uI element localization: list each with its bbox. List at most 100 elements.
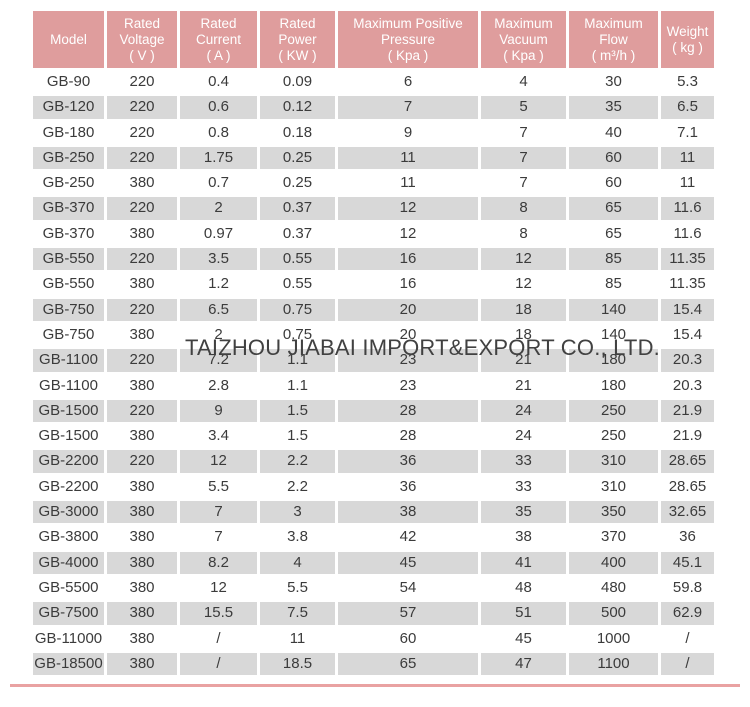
- model-cell: GB-180: [33, 121, 104, 144]
- value-cell: 11: [260, 627, 335, 650]
- model-cell: GB-750: [33, 323, 104, 347]
- value-cell: 33: [481, 475, 566, 499]
- value-cell: 15.4: [661, 298, 714, 321]
- table-row: GB-3800 380 7 3.8 42 38 370 36: [33, 526, 714, 549]
- value-cell: 12: [180, 576, 257, 600]
- model-cell: GB-90: [33, 71, 104, 94]
- table-row: GB-1100 220 7.2 1.1 23 21 180 20.3: [33, 349, 714, 372]
- value-cell: 220: [107, 197, 177, 220]
- value-cell: 0.75: [260, 298, 335, 321]
- model-cell: GB-1100: [33, 374, 104, 397]
- value-cell: 380: [107, 627, 177, 650]
- value-cell: 380: [107, 501, 177, 524]
- value-cell: 18: [481, 323, 566, 347]
- value-cell: 0.18: [260, 121, 335, 144]
- value-cell: 7: [481, 146, 566, 170]
- value-cell: 5: [481, 96, 566, 119]
- value-cell: 380: [107, 602, 177, 625]
- model-cell: GB-2200: [33, 450, 104, 473]
- column-header-flow: Maximum Flow ( m³/h ): [569, 11, 658, 68]
- value-cell: 6.5: [180, 298, 257, 321]
- value-cell: 23: [338, 349, 478, 372]
- model-cell: GB-1500: [33, 425, 104, 448]
- value-cell: 16: [338, 248, 478, 271]
- value-cell: /: [180, 627, 257, 650]
- value-cell: 35: [481, 501, 566, 524]
- model-cell: GB-2200: [33, 475, 104, 499]
- value-cell: 7: [180, 526, 257, 549]
- table-row: GB-3000 380 7 3 38 35 350 32.65: [33, 501, 714, 524]
- value-cell: 11.6: [661, 197, 714, 220]
- value-cell: 3: [260, 501, 335, 524]
- value-cell: 220: [107, 298, 177, 321]
- model-cell: GB-7500: [33, 602, 104, 625]
- table-header: Model Rated Voltage ( V ) Rated Current ( …: [33, 11, 714, 68]
- value-cell: 8: [481, 222, 566, 246]
- value-cell: 7.5: [260, 602, 335, 625]
- value-cell: 370: [569, 526, 658, 549]
- value-cell: 2.2: [260, 475, 335, 499]
- table-row: GB-90 220 0.4 0.09 6 4 30 5.3: [33, 71, 714, 94]
- value-cell: 11: [661, 146, 714, 170]
- value-cell: 310: [569, 450, 658, 473]
- value-cell: 480: [569, 576, 658, 600]
- value-cell: 6.5: [661, 96, 714, 119]
- value-cell: 8: [481, 197, 566, 220]
- value-cell: 380: [107, 576, 177, 600]
- value-cell: 85: [569, 248, 658, 271]
- value-cell: 28.65: [661, 475, 714, 499]
- model-cell: GB-550: [33, 273, 104, 296]
- value-cell: 57: [338, 602, 478, 625]
- value-cell: 8.2: [180, 551, 257, 574]
- table-row: GB-180 220 0.8 0.18 9 7 40 7.1: [33, 121, 714, 144]
- value-cell: 1.5: [260, 425, 335, 448]
- table-row: GB-4000 380 8.2 4 45 41 400 45.1: [33, 551, 714, 574]
- value-cell: 42: [338, 526, 478, 549]
- value-cell: 5.5: [180, 475, 257, 499]
- value-cell: 15.4: [661, 323, 714, 347]
- table-row: GB-1500 220 9 1.5 28 24 250 21.9: [33, 399, 714, 423]
- column-header-power: Rated Power ( KW ): [260, 11, 335, 68]
- value-cell: 2.2: [260, 450, 335, 473]
- value-cell: 0.25: [260, 146, 335, 170]
- value-cell: 15.5: [180, 602, 257, 625]
- value-cell: /: [661, 627, 714, 650]
- value-cell: 3.8: [260, 526, 335, 549]
- value-cell: 20.3: [661, 374, 714, 397]
- value-cell: 380: [107, 323, 177, 347]
- value-cell: 65: [338, 652, 478, 676]
- value-cell: 0.25: [260, 172, 335, 195]
- value-cell: 250: [569, 425, 658, 448]
- value-cell: 12: [180, 450, 257, 473]
- value-cell: 500: [569, 602, 658, 625]
- value-cell: 18: [481, 298, 566, 321]
- value-cell: 35: [569, 96, 658, 119]
- table-row: GB-2200 380 5.5 2.2 36 33 310 28.65: [33, 475, 714, 499]
- value-cell: 1100: [569, 652, 658, 676]
- value-cell: 11: [338, 172, 478, 195]
- table-row: GB-370 220 2 0.37 12 8 65 11.6: [33, 197, 714, 220]
- value-cell: 45: [481, 627, 566, 650]
- table-row: GB-250 380 0.7 0.25 11 7 60 11: [33, 172, 714, 195]
- value-cell: 65: [569, 197, 658, 220]
- value-cell: 1.2: [180, 273, 257, 296]
- column-header-vacuum: Maximum Vacuum ( Kpa ): [481, 11, 566, 68]
- value-cell: 380: [107, 222, 177, 246]
- value-cell: 4: [481, 71, 566, 94]
- value-cell: 45: [338, 551, 478, 574]
- value-cell: 36: [338, 450, 478, 473]
- value-cell: 20: [338, 323, 478, 347]
- column-header-model: Model: [33, 11, 104, 68]
- model-cell: GB-370: [33, 222, 104, 246]
- value-cell: 36: [338, 475, 478, 499]
- model-cell: GB-250: [33, 146, 104, 170]
- value-cell: 16: [338, 273, 478, 296]
- value-cell: 1.75: [180, 146, 257, 170]
- model-cell: GB-5500: [33, 576, 104, 600]
- value-cell: 2.8: [180, 374, 257, 397]
- table-row: GB-7500 380 15.5 7.5 57 51 500 62.9: [33, 602, 714, 625]
- table-row: GB-750 220 6.5 0.75 20 18 140 15.4: [33, 298, 714, 321]
- value-cell: 21.9: [661, 399, 714, 423]
- value-cell: 220: [107, 399, 177, 423]
